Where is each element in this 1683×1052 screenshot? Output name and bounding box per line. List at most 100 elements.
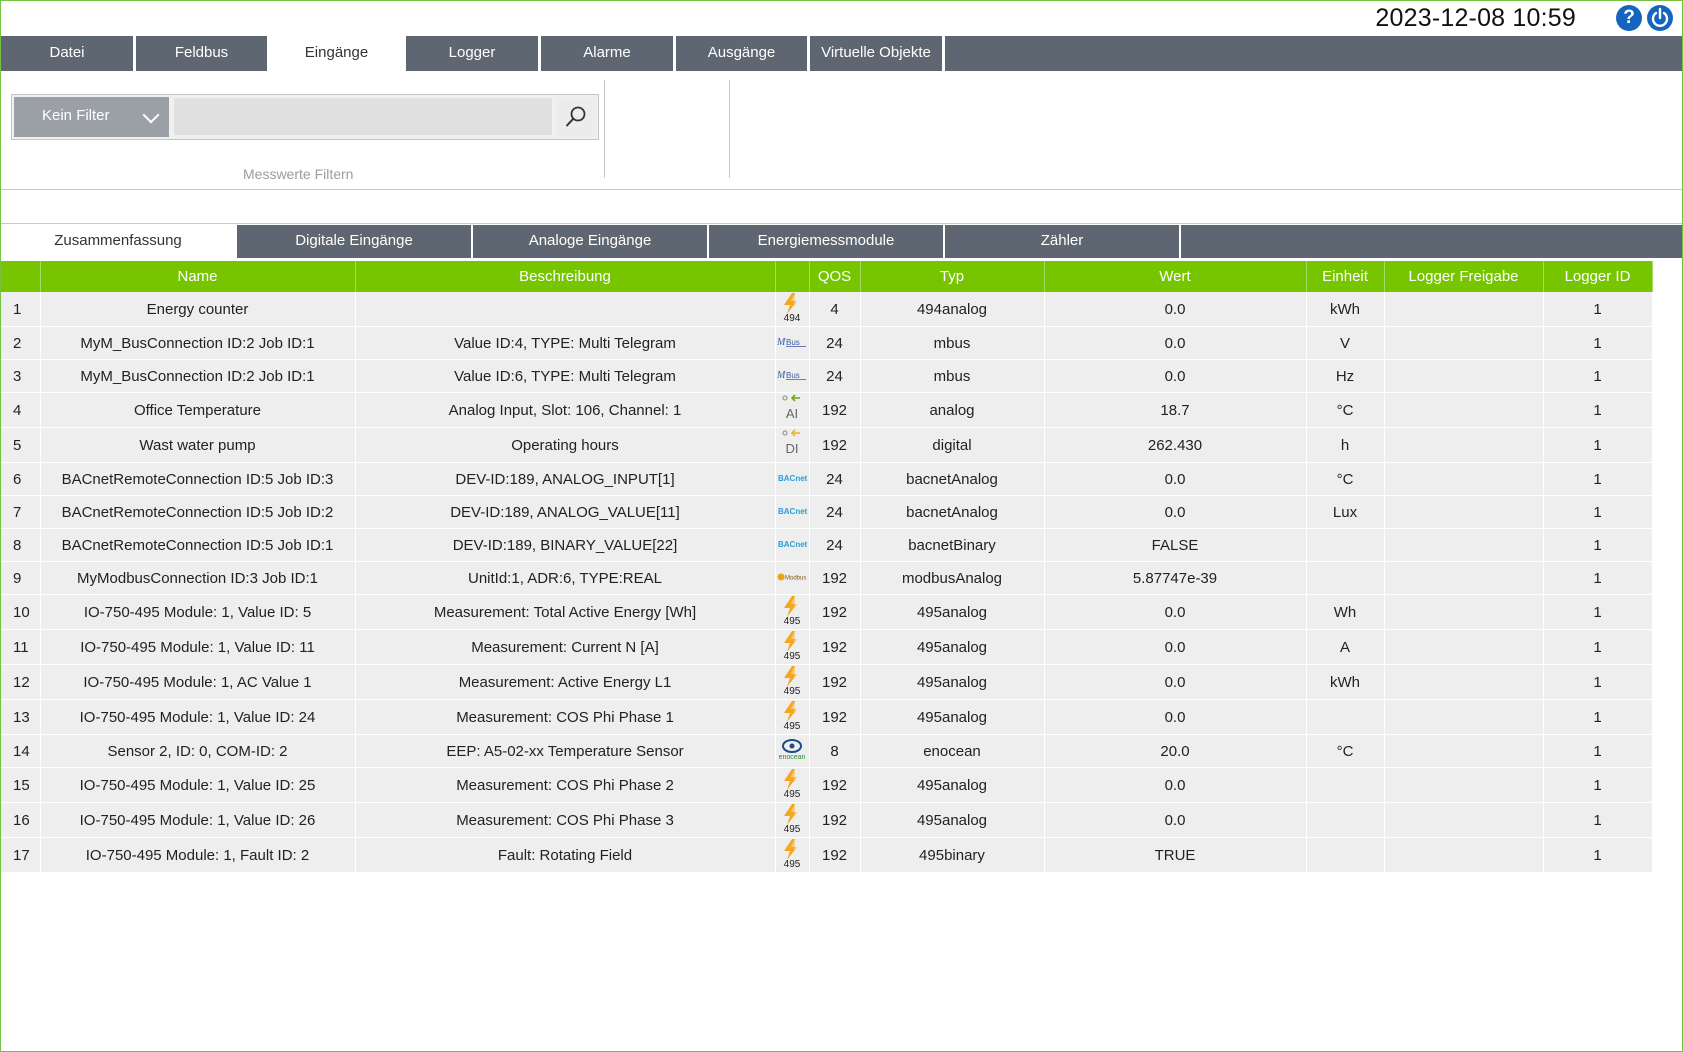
row-type: 495analog — [860, 699, 1045, 735]
filter-input[interactable] — [174, 98, 552, 135]
table-row[interactable]: 16 IO-750-495 Module: 1, Value ID: 26 Meas… — [1, 802, 1653, 838]
row-value: 262.430 — [1044, 427, 1307, 463]
col-header-logger-release[interactable]: Logger Freigabe — [1384, 261, 1544, 292]
row-logger-release — [1384, 837, 1544, 873]
col-header-name[interactable]: Name — [40, 261, 356, 292]
row-qos: 192 — [809, 802, 861, 838]
row-value: 5.87747e-39 — [1044, 561, 1307, 595]
row-type: bacnetAnalog — [860, 462, 1045, 496]
svg-text:495: 495 — [784, 824, 801, 833]
menu-item-feldbus[interactable]: Feldbus — [136, 36, 270, 71]
search-button[interactable] — [556, 97, 596, 137]
tab-analoge-eingänge[interactable]: Analoge Eingänge — [473, 225, 709, 258]
row-logger-id: 1 — [1543, 528, 1653, 562]
menu-item-datei[interactable]: Datei — [1, 36, 136, 71]
col-header-type[interactable]: Typ — [860, 261, 1045, 292]
row-unit: °C — [1306, 734, 1385, 768]
bacnet-icon: BACnet — [777, 537, 808, 554]
table-row[interactable]: 17 IO-750-495 Module: 1, Fault ID: 2 Fault… — [1, 837, 1653, 873]
svg-text:M: M — [777, 337, 786, 348]
svg-text:Bus: Bus — [786, 338, 800, 347]
menu-item-virtuelle-objekte[interactable]: Virtuelle Objekte — [810, 36, 945, 71]
col-header-unit[interactable]: Einheit — [1306, 261, 1385, 292]
tab-zusammenfassung[interactable]: Zusammenfassung — [1, 225, 237, 258]
table-row[interactable]: 9 MyModbusConnection ID:3 Job ID:1 UnitId:… — [1, 561, 1653, 595]
row-name: Office Temperature — [40, 392, 356, 428]
col-header-qos[interactable]: QOS — [809, 261, 861, 292]
menu-item-ausgänge[interactable]: Ausgänge — [676, 36, 810, 71]
row-qos: 24 — [809, 326, 861, 360]
table-row[interactable]: 3 MyM_BusConnection ID:2 Job ID:1 Value ID… — [1, 359, 1653, 393]
filter-select-label: Kein Filter — [42, 107, 110, 124]
col-header-logger-id[interactable]: Logger ID — [1543, 261, 1653, 292]
row-logger-release — [1384, 629, 1544, 665]
table-row[interactable]: 7 BACnetRemoteConnection ID:5 Job ID:2 DEV… — [1, 495, 1653, 529]
row-value: 0.0 — [1044, 664, 1307, 700]
svg-text:495: 495 — [784, 651, 801, 660]
row-index: 1 — [1, 292, 41, 327]
row-logger-id: 1 — [1543, 561, 1653, 595]
power-icon[interactable] — [1647, 5, 1673, 31]
row-description: Value ID:6, TYPE: Multi Telegram — [355, 359, 776, 393]
divider — [1, 223, 1682, 224]
row-name: BACnetRemoteConnection ID:5 Job ID:1 — [40, 528, 356, 562]
inputs-table: Name Beschreibung QOS Typ Wert Einheit L… — [1, 261, 1653, 873]
svg-text:BACnet: BACnet — [778, 507, 807, 516]
tab-digitale-eingänge[interactable]: Digitale Eingänge — [237, 225, 473, 258]
row-qos: 192 — [809, 427, 861, 463]
col-header-value[interactable]: Wert — [1044, 261, 1307, 292]
row-unit: Wh — [1306, 594, 1385, 630]
table-row[interactable]: 13 IO-750-495 Module: 1, Value ID: 24 Meas… — [1, 699, 1653, 735]
mbus-icon: M Bus — [776, 367, 807, 385]
row-name: IO-750-495 Module: 1, Value ID: 25 — [40, 767, 356, 803]
row-logger-release — [1384, 392, 1544, 428]
row-icon-cell: 495 — [775, 699, 810, 735]
modbus-icon: Modbus — [777, 570, 807, 587]
row-logger-id: 1 — [1543, 629, 1653, 665]
filter-box: Kein Filter — [11, 94, 599, 140]
table-row[interactable]: 14 Sensor 2, ID: 0, COM-ID: 2 EEP: A5-02-x… — [1, 734, 1653, 768]
row-index: 5 — [1, 427, 41, 463]
table-row[interactable]: 10 IO-750-495 Module: 1, Value ID: 5 Measu… — [1, 594, 1653, 630]
row-name: IO-750-495 Module: 1, AC Value 1 — [40, 664, 356, 700]
table-row[interactable]: 4 Office Temperature Analog Input, Slot: 1… — [1, 392, 1653, 428]
row-value: 0.0 — [1044, 292, 1307, 327]
row-value: 0.0 — [1044, 495, 1307, 529]
table-row[interactable]: 12 IO-750-495 Module: 1, AC Value 1 Measur… — [1, 664, 1653, 700]
divider — [604, 80, 605, 178]
row-qos: 8 — [809, 734, 861, 768]
svg-text:495: 495 — [784, 859, 801, 868]
row-index: 4 — [1, 392, 41, 428]
row-logger-id: 1 — [1543, 326, 1653, 360]
table-row[interactable]: 11 IO-750-495 Module: 1, Value ID: 11 Meas… — [1, 629, 1653, 665]
menu-item-logger[interactable]: Logger — [406, 36, 541, 71]
svg-text:495: 495 — [784, 721, 801, 730]
row-value: 0.0 — [1044, 594, 1307, 630]
table-row[interactable]: 6 BACnetRemoteConnection ID:5 Job ID:3 DEV… — [1, 462, 1653, 496]
row-logger-release — [1384, 699, 1544, 735]
menu-item-eingänge[interactable]: Eingänge — [270, 36, 406, 72]
row-icon-cell: DI — [775, 427, 810, 463]
table-row[interactable]: 1 Energy counter 494 4 494analog 0.0 kWh 1 — [1, 292, 1653, 327]
row-logger-id: 1 — [1543, 837, 1653, 873]
filter-select[interactable]: Kein Filter — [14, 97, 169, 137]
table-row[interactable]: 2 MyM_BusConnection ID:2 Job ID:1 Value ID… — [1, 326, 1653, 360]
tab-zähler[interactable]: Zähler — [945, 225, 1181, 258]
row-logger-id: 1 — [1543, 734, 1653, 768]
row-type: 495analog — [860, 802, 1045, 838]
table-row[interactable]: 8 BACnetRemoteConnection ID:5 Job ID:1 DEV… — [1, 528, 1653, 562]
row-value: FALSE — [1044, 528, 1307, 562]
row-qos: 192 — [809, 767, 861, 803]
table-row[interactable]: 15 IO-750-495 Module: 1, Value ID: 25 Meas… — [1, 767, 1653, 803]
col-header-description[interactable]: Beschreibung — [355, 261, 776, 292]
help-icon[interactable]: ? — [1616, 5, 1642, 31]
row-logger-release — [1384, 427, 1544, 463]
row-unit: Hz — [1306, 359, 1385, 393]
tab-energiemessmodule[interactable]: Energiemessmodule — [709, 225, 945, 258]
digital-input-icon: DI — [780, 428, 804, 462]
row-logger-release — [1384, 561, 1544, 595]
energy-495-icon: 495 — [780, 803, 804, 837]
menu-item-alarme[interactable]: Alarme — [541, 36, 676, 71]
row-unit: kWh — [1306, 664, 1385, 700]
table-row[interactable]: 5 Wast water pump Operating hours DI 192 digi… — [1, 427, 1653, 463]
